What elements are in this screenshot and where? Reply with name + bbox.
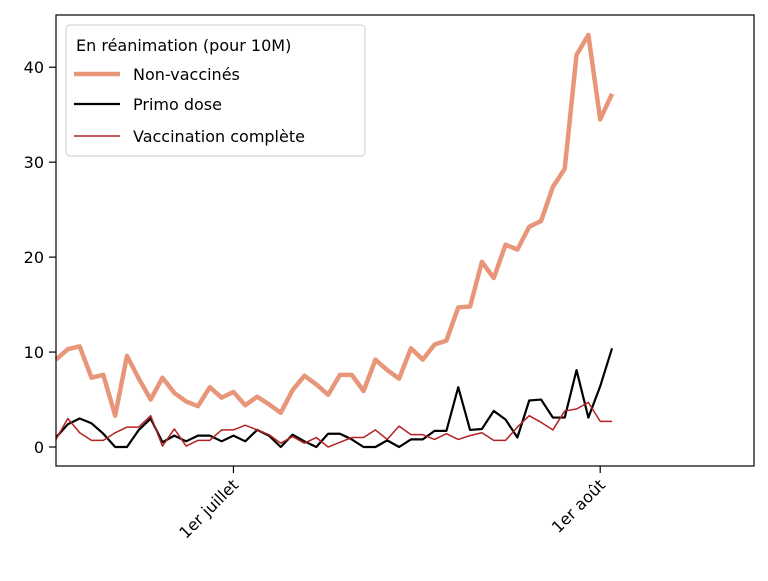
plot-frame: [55, 14, 755, 467]
legend: En réanimation (pour 10M) Non-vaccinés P…: [65, 24, 366, 157]
x-tick-label: 1er juillet: [175, 475, 242, 542]
legend-title: En réanimation (pour 10M): [76, 36, 291, 55]
series-line-0: [54, 32, 615, 418]
legend-label-vaccination-complete: Vaccination complète: [133, 127, 305, 146]
series-line-1: [55, 347, 614, 449]
series-layer: [54, 32, 615, 449]
y-tick-label: 10: [24, 343, 44, 362]
legend-label-primo-dose: Primo dose: [133, 95, 222, 114]
series-line-2: [55, 401, 613, 448]
y-tick-label: 30: [24, 153, 44, 172]
y-tick-label: 40: [24, 58, 44, 77]
legend-label-non-vaccines: Non-vaccinés: [133, 65, 240, 84]
y-tick-label: 0: [34, 438, 44, 457]
y-tick-label: 20: [24, 248, 44, 267]
legend-box: [65, 24, 366, 157]
x-tick-label: 1er août: [548, 475, 609, 536]
